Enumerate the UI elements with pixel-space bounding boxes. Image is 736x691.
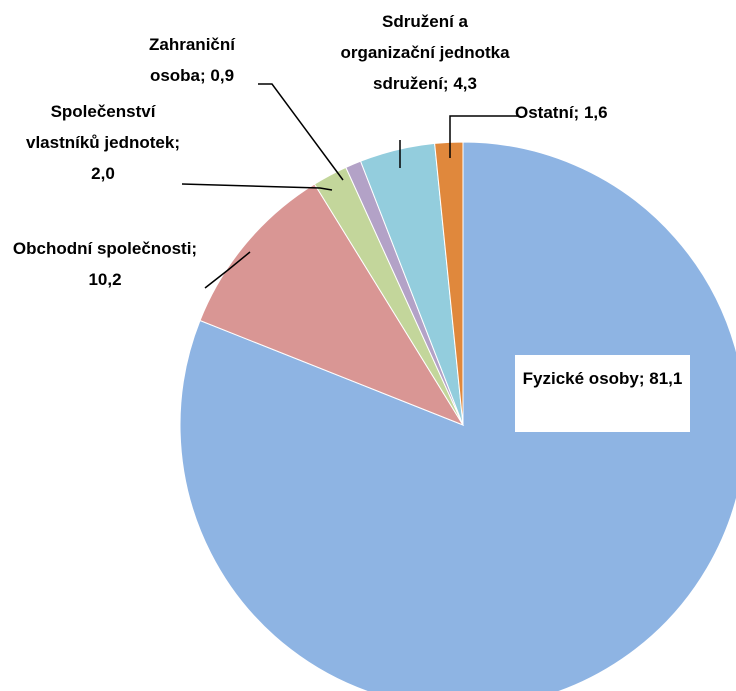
leader-line — [449, 115, 518, 158]
leader-line — [258, 83, 344, 181]
pie-slice — [434, 141, 464, 426]
pie-slice — [179, 141, 736, 691]
data-label: Ostatní; 1,6 — [515, 103, 608, 122]
data-label: Obchodní společnosti; 10,2 — [12, 239, 198, 289]
pie-slice — [199, 183, 465, 427]
leader-line — [204, 251, 251, 289]
leader-line — [181, 183, 333, 191]
data-label: Zahraniční osoba; 0,9 — [149, 35, 235, 85]
data-label: Fyzické osoby; 81,1 — [515, 355, 690, 432]
data-label: Sdružení a organizační jednotka sdružení… — [340, 12, 510, 93]
data-label: Společenství vlastníků jednotek; 2,0 — [26, 102, 180, 183]
